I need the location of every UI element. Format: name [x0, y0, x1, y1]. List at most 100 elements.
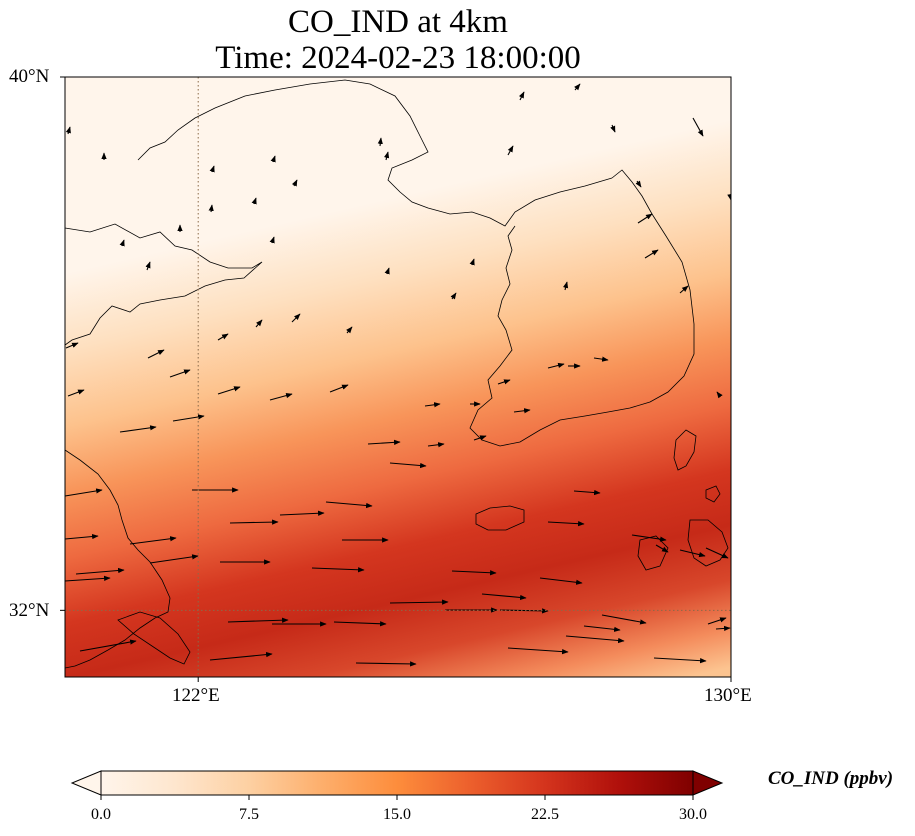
wind-arrow — [291, 313, 301, 323]
wind-arrow — [79, 639, 137, 652]
wind-arrow — [473, 435, 487, 441]
wind-arrow — [507, 145, 514, 156]
lat-label-32: 32°N — [9, 600, 50, 621]
wind-arrow — [469, 258, 475, 266]
wind-arrow — [119, 425, 157, 433]
coastline — [137, 79, 613, 227]
wind-arrow — [631, 534, 667, 542]
coastline — [705, 485, 721, 503]
lat-label-40: 40°N — [9, 66, 50, 87]
wind-arrow — [217, 386, 241, 395]
colorbar-gradient — [100, 770, 694, 796]
wind-arrow — [65, 533, 99, 540]
lon-label-122: 122°E — [172, 685, 220, 706]
wind-arrow — [653, 657, 707, 664]
wind-arrow — [251, 197, 257, 205]
wind-arrow — [716, 391, 723, 399]
title-line-1: CO_IND at 4km — [288, 4, 508, 40]
wind-arrow — [149, 554, 199, 564]
map-frame — [64, 76, 732, 678]
wind-arrow — [655, 544, 669, 553]
wind-arrow — [227, 617, 289, 623]
wind-arrow — [217, 333, 229, 341]
wind-arrow — [269, 236, 275, 244]
wind-arrow — [637, 213, 653, 224]
wind-arrow — [635, 180, 642, 188]
wind-arrow — [333, 621, 387, 627]
wind-arrow — [707, 617, 727, 625]
wind-arrow — [389, 599, 449, 605]
wind-arrow — [513, 408, 531, 414]
coastline — [65, 449, 171, 669]
wind-arrow — [565, 635, 625, 644]
wind-arrow — [329, 384, 349, 393]
coastline — [469, 169, 695, 447]
lon-label-130: 130°E — [704, 685, 752, 706]
wind-arrow — [65, 575, 111, 582]
wind-arrow — [518, 91, 525, 101]
wind-arrow — [65, 488, 103, 497]
wind-arrow — [583, 625, 621, 632]
axis-ticks — [60, 76, 732, 682]
concentration-field — [65, 77, 731, 677]
wind-arrow — [367, 439, 401, 446]
wind-arrow — [67, 389, 85, 397]
wind-arrow — [75, 567, 125, 575]
wind-arrow — [539, 577, 583, 585]
wind-arrow — [377, 137, 383, 147]
colorbar-extend-min — [70, 770, 102, 796]
coastline — [65, 223, 263, 346]
wind-arrow — [547, 362, 565, 369]
wind-arrow — [389, 462, 427, 469]
wind-arrow — [601, 614, 647, 625]
colorbar-extend-max — [692, 770, 724, 796]
wind-arrow — [481, 593, 527, 601]
wind-arrow — [692, 117, 704, 137]
colorbar-tick-0: 0.0 — [91, 806, 111, 823]
wind-arrow — [574, 83, 581, 91]
coastline — [117, 611, 191, 665]
wind-arrow — [147, 349, 165, 359]
wind-vectors — [65, 83, 731, 667]
title-line-2: Time: 2024-02-23 18:00:00 — [215, 40, 581, 76]
coastlines — [65, 79, 729, 669]
wind-arrow — [65, 342, 79, 349]
coastline — [687, 519, 729, 567]
wind-arrow — [172, 414, 205, 422]
wind-arrow — [229, 519, 279, 525]
colorbar-tick-marks — [100, 795, 694, 800]
wind-arrow — [145, 261, 151, 271]
wind-arrow — [269, 393, 293, 401]
map-panel — [60, 76, 732, 682]
colorbar-tick-3: 22.5 — [531, 806, 559, 823]
coastline — [673, 429, 697, 471]
wind-arrow — [451, 570, 497, 576]
wind-arrow — [311, 567, 365, 573]
wind-arrow — [346, 326, 353, 334]
wind-arrow — [679, 285, 689, 294]
wind-arrow — [705, 547, 729, 559]
wind-arrow — [427, 442, 445, 448]
wind-arrow — [644, 249, 659, 259]
colorbar — [70, 770, 724, 800]
wind-arrow — [497, 379, 511, 385]
wind-arrow — [547, 521, 585, 527]
wind-arrow — [279, 510, 325, 516]
wind-arrow — [325, 501, 373, 509]
colorbar-label: CO_IND (ppbv) — [768, 768, 894, 789]
gridlines — [65, 77, 731, 677]
colorbar-tick-1: 7.5 — [239, 806, 259, 823]
wind-arrow — [715, 625, 731, 632]
wind-arrow — [119, 239, 125, 247]
wind-arrow — [355, 661, 417, 667]
map-field — [65, 77, 731, 677]
wind-arrow — [65, 126, 71, 135]
wind-arrow — [573, 489, 601, 496]
wind-arrow — [208, 204, 214, 213]
wind-arrow — [424, 402, 441, 408]
wind-arrow — [169, 369, 191, 378]
wind-arrow — [562, 281, 569, 291]
wind-arrow — [383, 151, 390, 161]
wind-arrow — [610, 124, 616, 133]
wind-arrow — [507, 647, 569, 655]
